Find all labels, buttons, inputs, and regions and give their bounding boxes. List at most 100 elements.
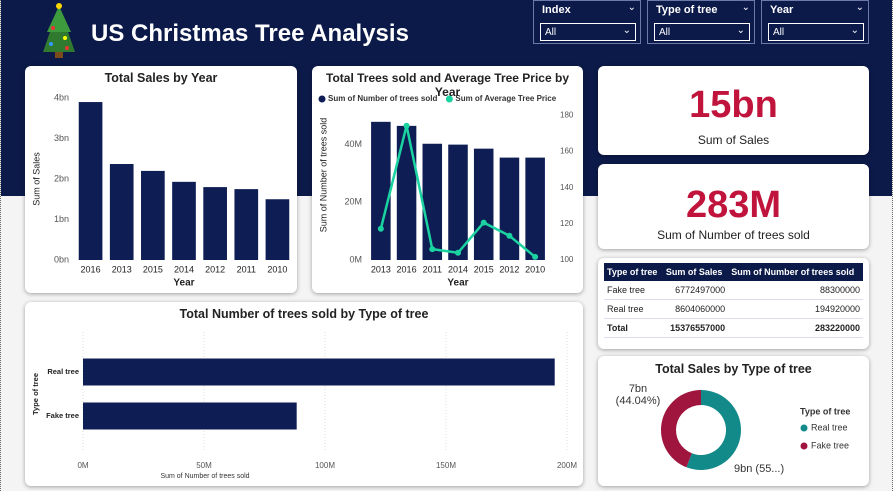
table: Type of tree Sum of Sales Sum of Number of… [604, 263, 863, 338]
kpi-value: 283M [685, 184, 782, 226]
table-cell: Real tree [604, 299, 663, 319]
chart: 0M 20M 40M 100 120 140 160 180 Sum of Number of … [318, 94, 574, 289]
line-point [480, 219, 487, 226]
slicer-dropdown[interactable]: All ⌄ [768, 23, 864, 41]
y-tick-label: 2bn [54, 173, 69, 183]
column-header: Sum of Number of trees sold [728, 263, 863, 281]
donut-slice [661, 390, 701, 468]
legend-marker [800, 442, 808, 450]
chart-card: Total Sales by Type of tree Type of tree… [598, 356, 869, 486]
x-axis-title: Sum of Number of trees sold [160, 473, 249, 480]
y-tick-label: 1bn [54, 214, 69, 224]
table-cell: Fake tree [604, 281, 663, 300]
chart-title: Total Trees sold and Average Tree Price … [326, 71, 569, 99]
kpi-label: Sum of Sales [697, 133, 770, 147]
legend-label: Sum of Number of trees sold [328, 94, 437, 103]
legend-label: Fake tree [811, 440, 849, 450]
kpi-card: 15bn Sum of Sales [598, 66, 869, 155]
chevron: ⌄ [736, 25, 745, 36]
slicer-value: All [545, 27, 557, 38]
bar [83, 402, 297, 430]
column-header: Type of tree [604, 263, 663, 281]
x-tick-label: 50M [196, 461, 212, 470]
kpi-card: 283M Sum of Number of trees sold [598, 164, 869, 249]
y-tick-label: 0bn [54, 254, 69, 264]
bar [371, 121, 391, 260]
slicer[interactable]: Index ⌄ All ⌄ [533, 0, 641, 44]
y-tick-label: 0M [349, 254, 362, 264]
slicer-value: All [659, 27, 671, 38]
bar [396, 125, 417, 260]
bar [265, 199, 290, 260]
table-cell: 6772497000 [662, 281, 729, 300]
bar [78, 102, 103, 260]
table-cell: 15376557000 [662, 318, 729, 338]
x-tick-label: 2011 [237, 264, 256, 274]
x-tick-label: 100M [315, 461, 335, 470]
kpi-label: Sum of Number of trees sold [657, 228, 810, 242]
x-tick-label: 2010 [267, 264, 287, 274]
y-tick-label: Real tree [47, 367, 79, 376]
line-point [429, 246, 436, 253]
x-axis-title: Year [447, 278, 468, 289]
bar [448, 144, 468, 260]
slicer-label: Index [542, 4, 571, 16]
table-row: Total 15376557000 283220000 [604, 318, 863, 338]
legend-label: Sum of Average Tree Price [455, 94, 556, 103]
x-tick-label: 2014 [174, 264, 194, 274]
tree-icon [43, 3, 75, 58]
y-axis-title: Sum of Sales [31, 152, 41, 206]
table-card: Type of tree Sum of Sales Sum of Number of… [598, 258, 869, 349]
x-tick-label: 200M [557, 461, 577, 470]
slicer-value: All [773, 27, 785, 38]
y-tick-label: 20M [344, 197, 362, 207]
line-point [377, 225, 384, 232]
y-tick-label: 40M [344, 139, 362, 149]
bar [172, 181, 196, 260]
slicer[interactable]: Type of tree ⌄ All ⌄ [647, 0, 755, 44]
table-cell: 8604060000 [662, 299, 729, 319]
legend-title: Type of tree [800, 406, 850, 416]
x-tick-label: 2010 [525, 264, 545, 274]
slicer-dropdown[interactable]: All ⌄ [654, 23, 750, 41]
page-title: US Christmas Tree Analysis [91, 20, 409, 47]
chart: 0M 50M 100M 150M 200M Real tree Fake tree Sum o… [31, 332, 577, 480]
x-tick-label: 2014 [448, 264, 468, 274]
slicer[interactable]: Year ⌄ All ⌄ [761, 0, 869, 44]
table-cell: Total [604, 318, 663, 338]
data-label: 7bn (44.04%) [615, 383, 661, 407]
line-point [455, 249, 461, 256]
x-tick-label: 2012 [205, 264, 225, 274]
x-tick-label: 2013 [112, 264, 132, 274]
bar [109, 164, 134, 260]
bar [203, 187, 227, 260]
chart-title: Total Sales by Year [104, 71, 218, 85]
legend-marker [318, 95, 326, 103]
chevron: ⌄ [850, 25, 859, 36]
line-point [532, 253, 539, 260]
y-tick-label: 4bn [54, 92, 69, 102]
data-label: 9bn (55...) [734, 463, 785, 475]
y-axis-title: Sum of Number of trees sold [318, 118, 328, 233]
table-row: Fake tree 6772497000 88300000 [604, 281, 863, 300]
chart-title: Total Sales by Type of tree [655, 362, 812, 376]
bar [525, 157, 545, 260]
bar [234, 189, 259, 260]
line-point [403, 122, 410, 129]
x-tick-label: 2015 [143, 264, 163, 274]
chevron: ⌄ [627, 2, 636, 13]
x-tick-label: 150M [436, 461, 456, 470]
table-cell: 88300000 [728, 281, 863, 300]
table-row: Real tree 8604060000 194920000 [604, 299, 863, 319]
legend-marker [800, 424, 808, 432]
x-tick-label: 2012 [499, 264, 519, 274]
kpi-value: 15bn [689, 84, 778, 126]
bar [141, 170, 165, 260]
chart-card: Total Sales by Year 0bn 1bn 2bn 3bn 4bn 2016 2… [25, 66, 297, 293]
chevron: ⌄ [855, 2, 864, 13]
slicer-dropdown[interactable]: All ⌄ [540, 23, 636, 41]
y-tick-label: 3bn [54, 133, 69, 143]
chart: 0bn 1bn 2bn 3bn 4bn 2016 2013 2015 2014 2012 2011 2… [31, 92, 290, 289]
y2-tick-label: 100 [560, 255, 574, 264]
